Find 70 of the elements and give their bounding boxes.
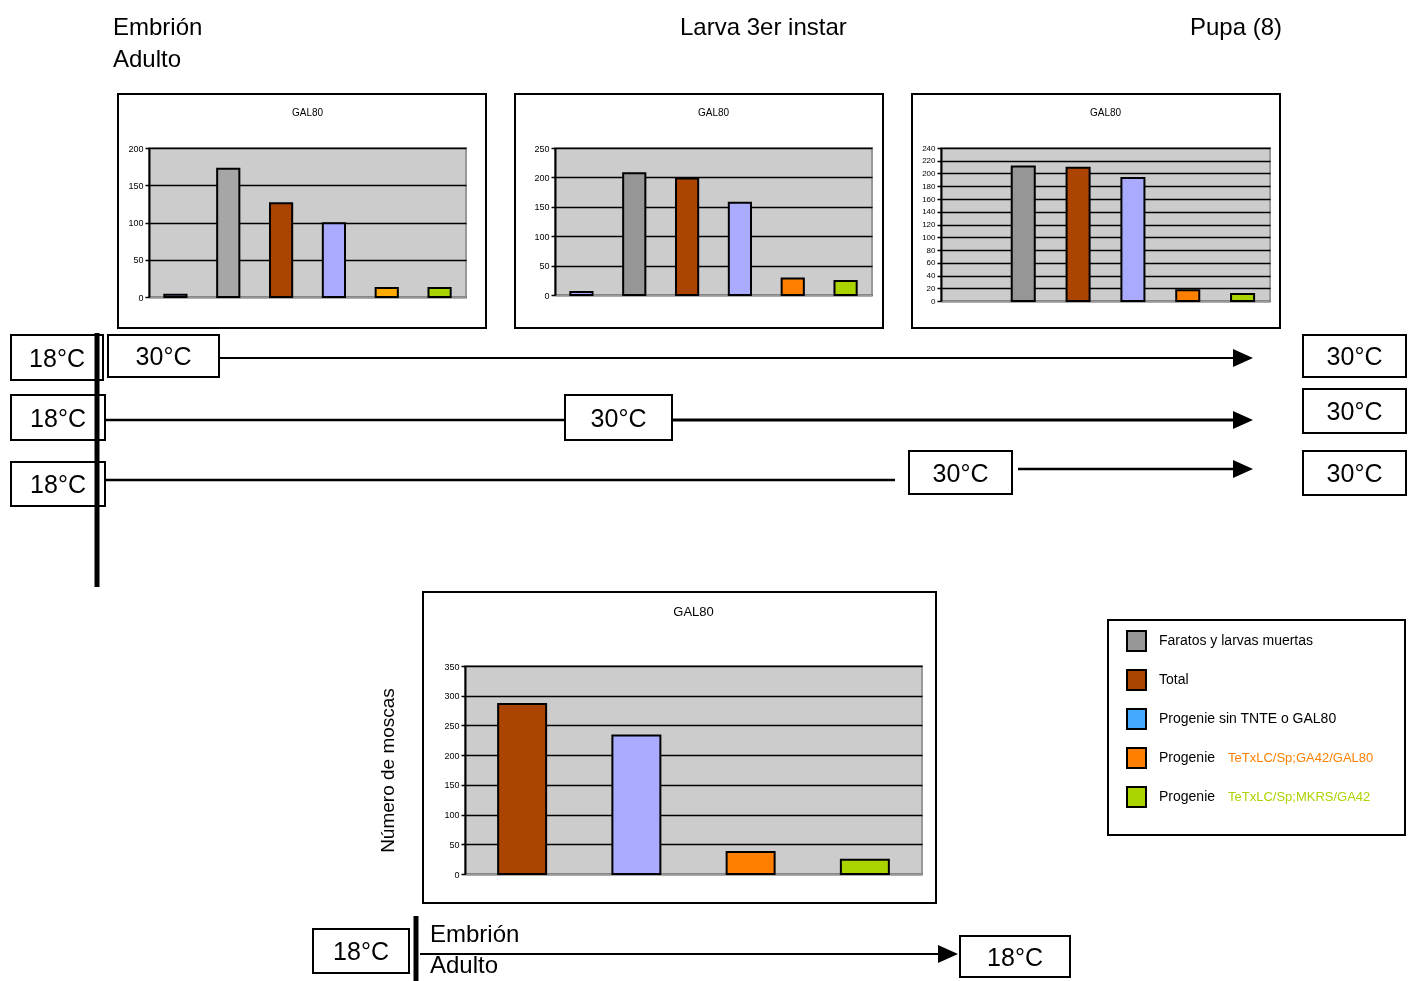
category-label: Total (1159, 671, 1189, 687)
bar (569, 291, 594, 296)
y-tick-label: 250 (444, 720, 460, 731)
y-axis-title: Número de moscas (377, 688, 399, 853)
y-tick-label: 200 (922, 169, 937, 178)
chart-title: GAL80 (673, 604, 714, 619)
bar (427, 287, 452, 298)
chart-title: GAL80 (697, 107, 730, 118)
y-tick-label: 120 (922, 220, 937, 229)
y-tick-label: 50 (449, 839, 460, 850)
y-tick-label: 200 (444, 750, 460, 761)
y-tick-label: 100 (444, 810, 460, 821)
chart-title: GAL80 (291, 107, 324, 118)
y-tick-label: 100 (128, 218, 144, 228)
text: Adulto (430, 951, 499, 978)
y-tick-label: 200 (128, 143, 144, 154)
y-tick-label: 160 (922, 194, 937, 204)
y-tick-label: 350 (444, 661, 460, 672)
text: 18°C (29, 343, 85, 372)
text: 18°C (987, 942, 1043, 971)
category-label: Progenie (1159, 788, 1216, 804)
y-tick-label: 80 (926, 245, 937, 255)
text: 30°C (1326, 459, 1383, 487)
bar (1230, 292, 1256, 302)
chart-title: GAL80 (1089, 107, 1122, 118)
y-tick-label: 0 (454, 869, 460, 880)
text: 18°C (30, 470, 86, 498)
y-tick-label: 140 (922, 207, 937, 217)
y-tick-label: 220 (922, 156, 937, 166)
y-tick-label: 20 (926, 283, 937, 293)
y-tick-label: 150 (128, 180, 144, 191)
text: TeTxLC/Sp;MKRS/GA42 (1228, 789, 1371, 804)
y-tick-label: 250 (534, 143, 550, 154)
y-tick-label: 100 (922, 232, 937, 242)
bar (780, 277, 805, 296)
text: Embrión (113, 13, 203, 40)
y-tick-label: 100 (534, 231, 550, 242)
y-tick-label: 40 (926, 271, 937, 280)
y-tick-label: 0 (138, 292, 144, 303)
text: 30°C (590, 403, 647, 432)
y-tick-label: 150 (534, 202, 550, 213)
y-tick-label: 300 (444, 691, 460, 702)
y-tick-label: 50 (539, 261, 550, 272)
y-tick-label: 60 (926, 258, 937, 268)
text: Embrión (430, 920, 520, 947)
bar (833, 279, 858, 296)
bar (839, 858, 890, 875)
text: Adulto (113, 45, 182, 72)
text: 18°C (333, 937, 389, 965)
bar (374, 287, 399, 298)
y-tick-label: 50 (133, 255, 144, 266)
y-tick-label: 0 (931, 296, 937, 306)
y-tick-label: 240 (922, 143, 937, 153)
bar (725, 851, 776, 875)
y-tick-label: 180 (922, 181, 937, 191)
bar (163, 293, 188, 298)
category-label: Faratos y larvas muertas (1159, 632, 1314, 648)
text: 30°C (135, 342, 192, 370)
text: 30°C (1326, 342, 1383, 370)
text: TeTxLC/Sp;GA42/GAL80 (1228, 750, 1374, 765)
text: 18°C (30, 403, 86, 432)
text: Larva 3er instar (680, 13, 847, 40)
y-tick-label: 0 (544, 290, 550, 301)
y-tick-label: 150 (444, 780, 460, 791)
text: Pupa (8) (1190, 13, 1283, 40)
text: 30°C (1326, 397, 1383, 425)
y-tick-label: 200 (534, 172, 550, 183)
text: 30°C (932, 458, 989, 487)
category-label: Progenie (1159, 749, 1216, 765)
category-label: Progenie sin TNTE o GAL80 (1159, 710, 1337, 726)
